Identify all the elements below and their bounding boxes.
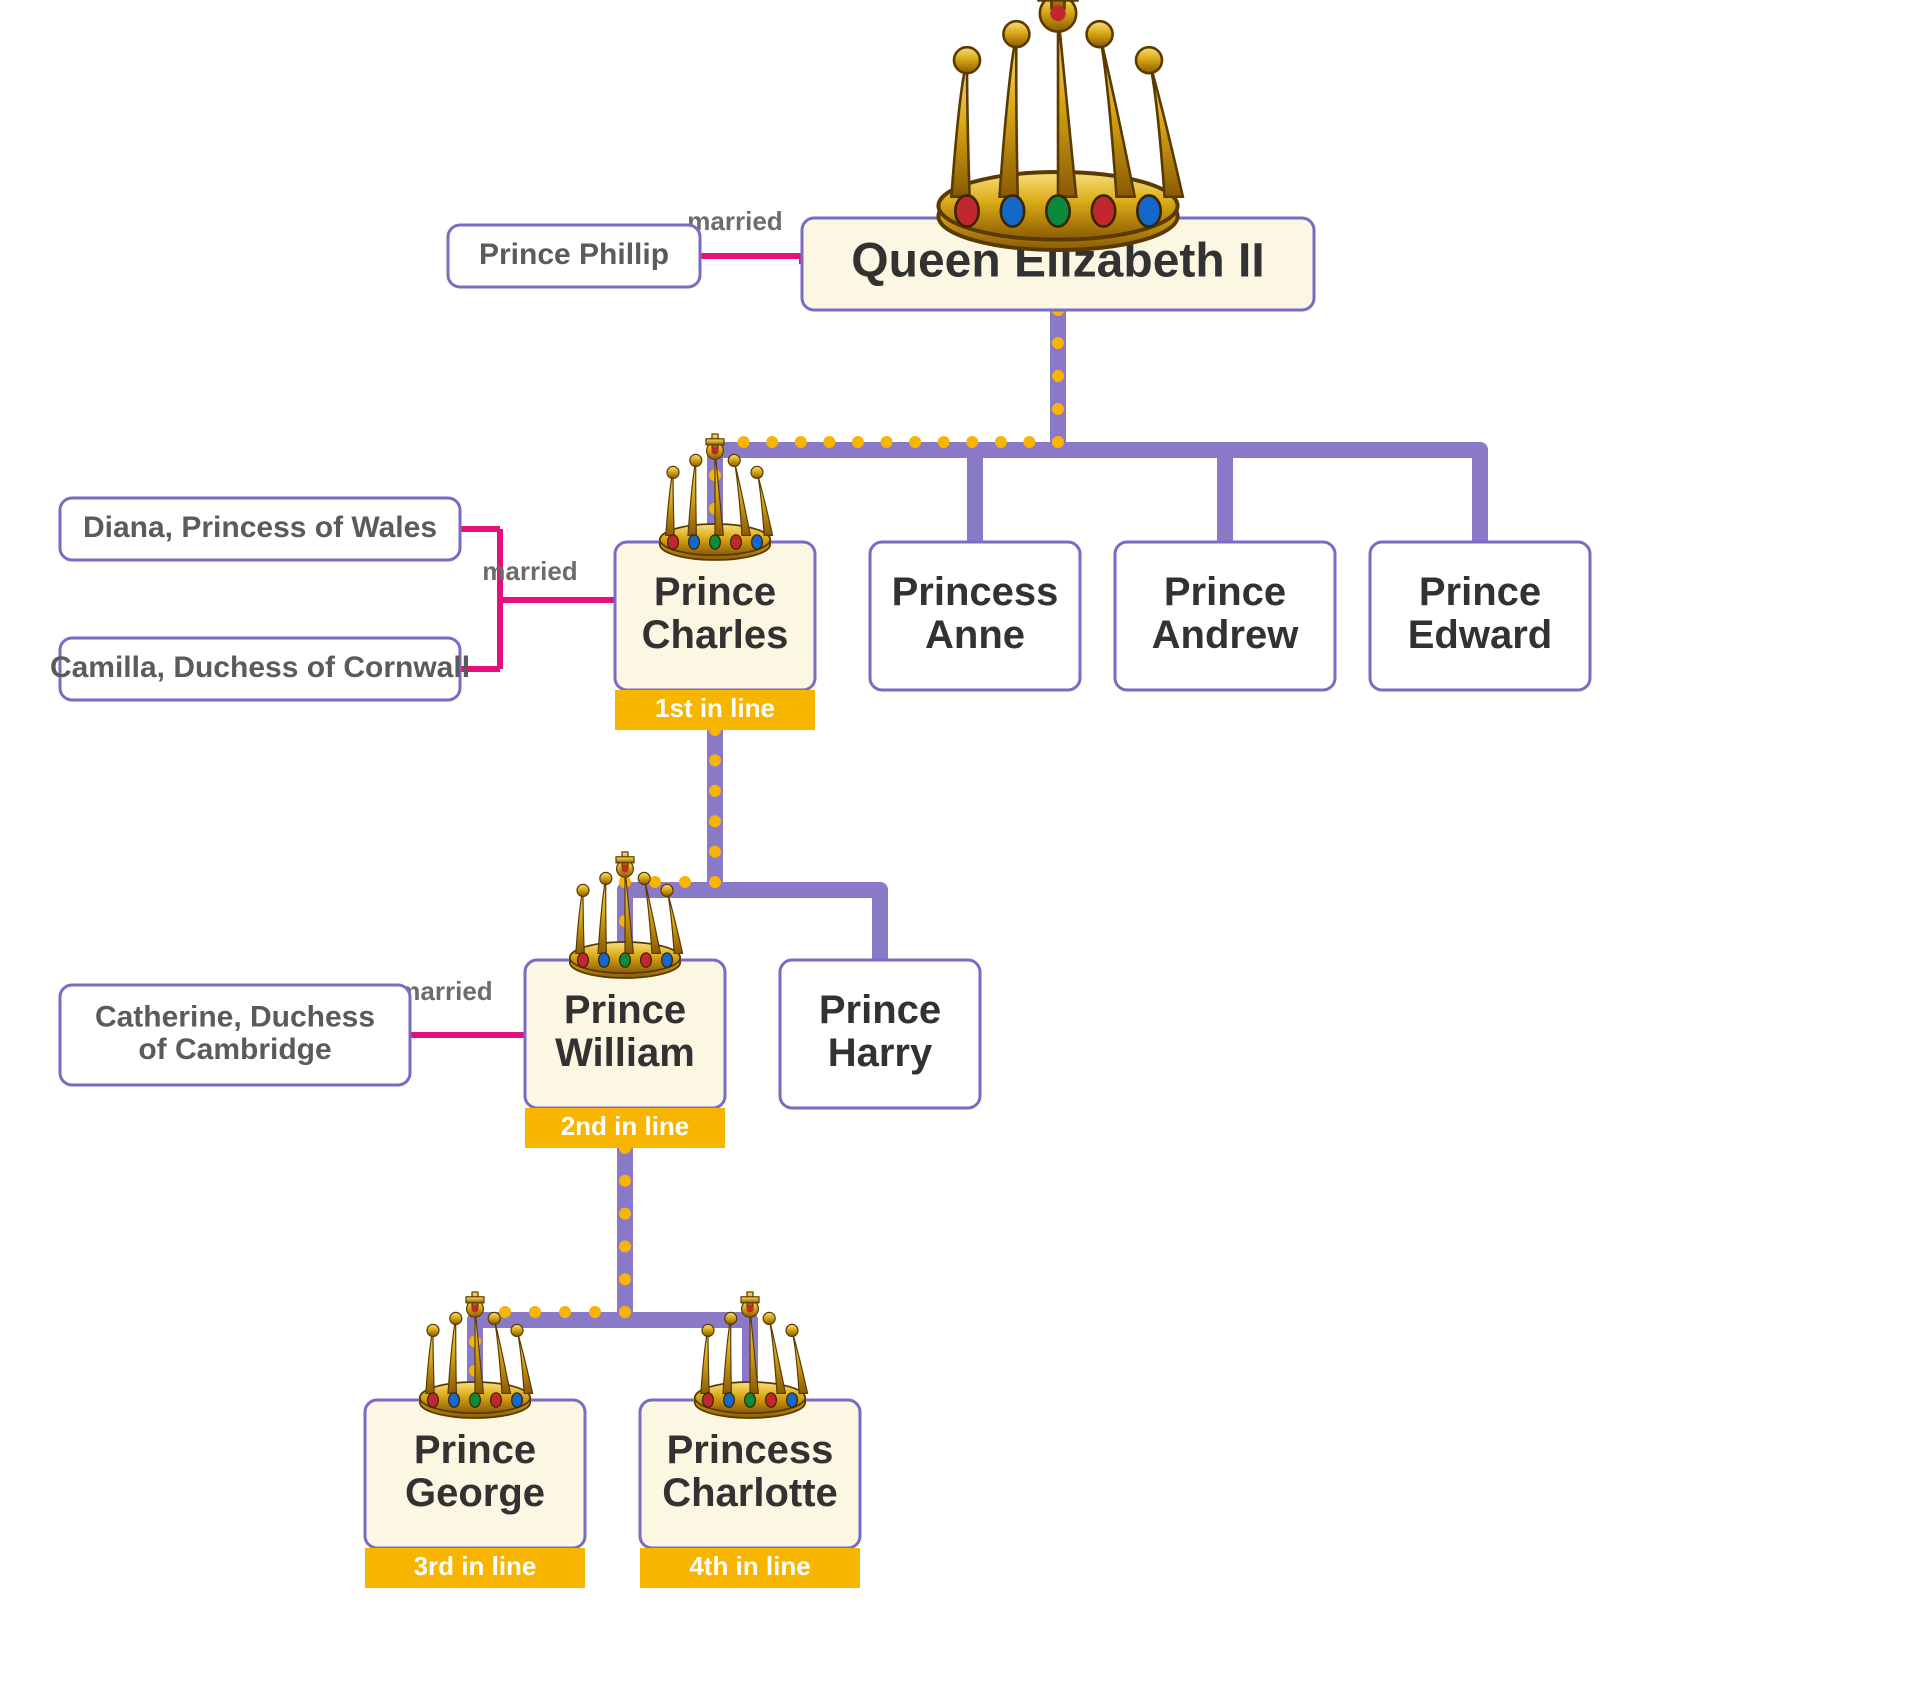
succession-dot bbox=[852, 436, 864, 448]
succession-dot bbox=[619, 1240, 631, 1252]
node-label: Prince bbox=[564, 988, 686, 1032]
succession-dot bbox=[619, 1306, 631, 1318]
node-charlotte: PrincessCharlotte 4th in line bbox=[640, 1400, 860, 1588]
succession-dot bbox=[966, 436, 978, 448]
succession-dot bbox=[709, 754, 721, 766]
node-label: Prince bbox=[654, 570, 776, 614]
node-label: William bbox=[555, 1031, 695, 1075]
succession-dot bbox=[709, 876, 721, 888]
node-label: Prince bbox=[414, 1428, 536, 1472]
node-label: Camilla, Duchess of Cornwall bbox=[50, 651, 470, 684]
node-label: Prince Phillip bbox=[479, 238, 669, 271]
succession-badge-label: 1st in line bbox=[655, 693, 775, 723]
node-label: Harry bbox=[828, 1031, 933, 1075]
node-label: Edward bbox=[1408, 613, 1552, 657]
crown-icon bbox=[420, 1292, 533, 1418]
crown-icon bbox=[938, 0, 1182, 250]
node-label: Catherine, Duchess bbox=[95, 1001, 375, 1034]
succession-dot bbox=[1052, 337, 1064, 349]
node-edward: PrinceEdward bbox=[1370, 542, 1590, 690]
succession-dot bbox=[823, 436, 835, 448]
succession-dot bbox=[709, 846, 721, 858]
crown-icon bbox=[570, 852, 683, 978]
node-catherine: Catherine, Duchessof Cambridge bbox=[60, 985, 410, 1085]
nodes: Queen Elizabeth IIPrince PhillipPrinceCh… bbox=[50, 218, 1590, 1588]
succession-dot bbox=[1052, 436, 1064, 448]
succession-dot bbox=[619, 1175, 631, 1187]
succession-dot bbox=[709, 785, 721, 797]
node-label: Prince bbox=[1419, 570, 1541, 614]
succession-dot bbox=[909, 436, 921, 448]
node-label: George bbox=[405, 1471, 545, 1515]
node-phillip: Prince Phillip bbox=[448, 225, 700, 287]
succession-dot bbox=[1023, 436, 1035, 448]
married-label: married bbox=[397, 976, 492, 1006]
node-andrew: PrinceAndrew bbox=[1115, 542, 1335, 690]
node-label: Anne bbox=[925, 613, 1025, 657]
succession-badge-label: 4th in line bbox=[689, 1551, 810, 1581]
succession-dot bbox=[995, 436, 1007, 448]
node-label: Princess bbox=[667, 1428, 834, 1472]
node-label: Charlotte bbox=[662, 1471, 838, 1515]
succession-dot bbox=[619, 1208, 631, 1220]
succession-dot bbox=[709, 815, 721, 827]
succession-dot bbox=[499, 1306, 511, 1318]
node-label: Princess bbox=[892, 570, 1059, 614]
succession-dot bbox=[938, 436, 950, 448]
node-george: PrinceGeorge 3rd in line bbox=[365, 1400, 585, 1588]
succession-badge-label: 2nd in line bbox=[561, 1111, 690, 1141]
succession-dot bbox=[559, 1306, 571, 1318]
succession-dot bbox=[1052, 403, 1064, 415]
succession-dot bbox=[881, 436, 893, 448]
node-camilla: Camilla, Duchess of Cornwall bbox=[50, 638, 470, 700]
node-label: Prince bbox=[1164, 570, 1286, 614]
node-diana: Diana, Princess of Wales bbox=[60, 498, 460, 560]
node-label: Diana, Princess of Wales bbox=[83, 511, 437, 544]
node-harry: PrinceHarry bbox=[780, 960, 980, 1108]
succession-dot bbox=[679, 876, 691, 888]
node-label: of Cambridge bbox=[138, 1033, 331, 1066]
succession-dot bbox=[529, 1306, 541, 1318]
succession-dot bbox=[619, 1273, 631, 1285]
node-william: PrinceWilliam 2nd in line bbox=[525, 960, 725, 1148]
crown-icon bbox=[695, 1292, 808, 1418]
node-label: Charles bbox=[642, 613, 789, 657]
node-label: Andrew bbox=[1152, 613, 1300, 657]
succession-dot bbox=[738, 436, 750, 448]
succession-badge-label: 3rd in line bbox=[414, 1551, 537, 1581]
married-label: married bbox=[687, 206, 782, 236]
succession-dot bbox=[795, 436, 807, 448]
node-charles: PrinceCharles 1st in line bbox=[615, 542, 815, 730]
node-anne: PrincessAnne bbox=[870, 542, 1080, 690]
node-label: Prince bbox=[819, 988, 941, 1032]
succession-dot bbox=[1052, 370, 1064, 382]
succession-dot bbox=[589, 1306, 601, 1318]
succession-dot bbox=[766, 436, 778, 448]
married-label: married bbox=[482, 556, 577, 586]
succession-dot bbox=[649, 876, 661, 888]
